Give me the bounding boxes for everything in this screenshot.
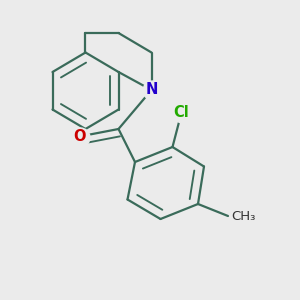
Text: Cl: Cl [174, 105, 189, 120]
Text: N: N [145, 82, 158, 98]
Text: O: O [73, 129, 86, 144]
Text: CH₃: CH₃ [231, 209, 255, 223]
